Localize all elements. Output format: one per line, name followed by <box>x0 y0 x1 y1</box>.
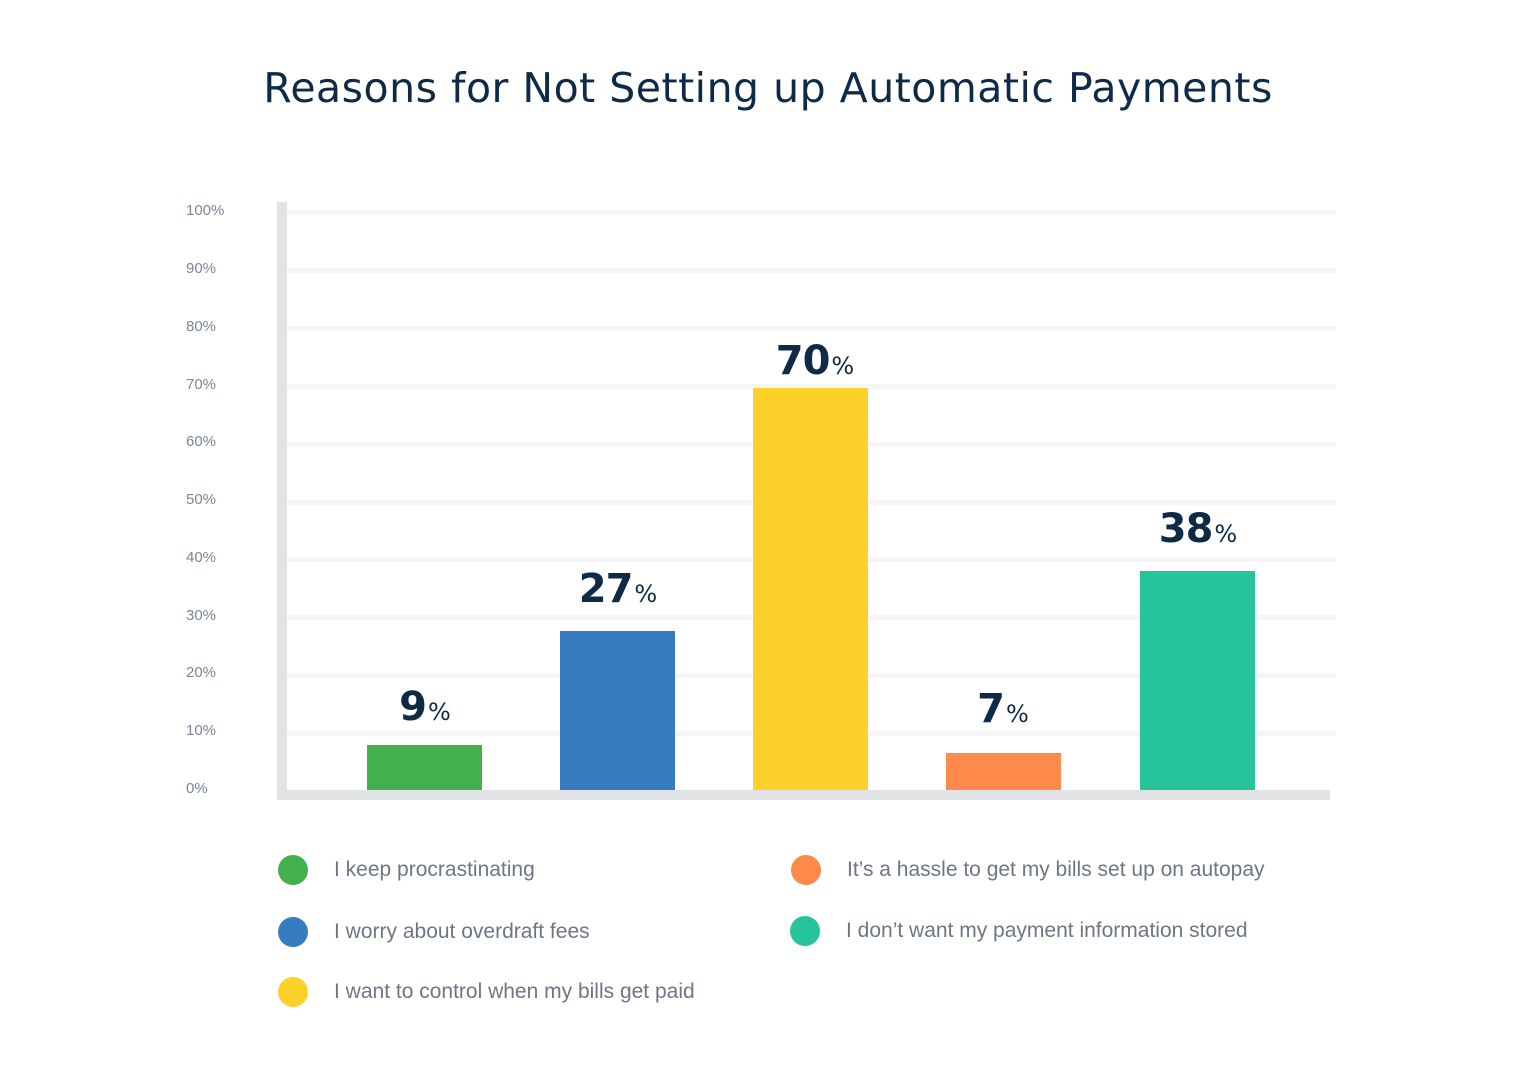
legend-dot-icon <box>278 855 308 885</box>
bar-value-percent: % <box>831 352 855 380</box>
bar-overdraft-fees <box>560 631 675 790</box>
y-tick-label: 40% <box>186 549 217 566</box>
y-tick-label: 80% <box>186 318 217 335</box>
gridline-90 <box>287 268 1336 273</box>
y-tick-label: 100% <box>186 202 225 219</box>
y-axis-line <box>277 202 287 800</box>
bar-value-percent: % <box>1006 700 1029 728</box>
y-tick-label: 0% <box>186 780 208 797</box>
x-axis-line <box>277 790 1330 800</box>
bar-autopay-hassle <box>946 753 1061 790</box>
bar-value-label: 9% <box>345 684 505 730</box>
bar-value-label: 70% <box>735 338 895 384</box>
legend-label: I worry about overdraft fees <box>334 920 590 943</box>
bar-value-percent: % <box>634 580 658 608</box>
chart-title: Reasons for Not Setting up Automatic Pay… <box>263 64 1273 112</box>
bar-value-number: 27 <box>578 566 634 612</box>
y-tick-label: 70% <box>186 376 217 393</box>
plot-area: 100% 90% 80% 70% 60% 50% 40% 30% 20% 10%… <box>186 202 1336 800</box>
y-tick-label: 50% <box>186 491 217 508</box>
legend-dot-icon <box>278 917 308 947</box>
bar-value-number: 9 <box>399 684 427 730</box>
bar-value-percent: % <box>428 698 451 726</box>
bar-control-payment-timing <box>753 388 868 790</box>
bar-value-label: 38% <box>1118 506 1278 552</box>
legend-label: It’s a hassle to get my bills set up on … <box>847 858 1265 881</box>
bar-value-percent: % <box>1214 520 1238 548</box>
legend-item-autopay-hassle: It’s a hassle to get my bills set up on … <box>791 855 1265 885</box>
legend-item-payment-info-stored: I don’t want my payment information stor… <box>790 916 1248 946</box>
legend-label: I keep procrastinating <box>334 858 535 881</box>
legend-item-procrastinating: I keep procrastinating <box>278 855 535 885</box>
gridline-80 <box>287 326 1336 331</box>
bar-value-label: 7% <box>923 686 1083 732</box>
y-tick-label: 30% <box>186 607 217 624</box>
legend-item-control-payment-timing: I want to control when my bills get paid <box>278 977 695 1007</box>
legend-dot-icon <box>790 916 820 946</box>
y-tick-label: 10% <box>186 722 217 739</box>
y-tick-label: 90% <box>186 260 217 277</box>
gridline-100 <box>287 210 1336 215</box>
bar-value-number: 38 <box>1158 506 1214 552</box>
bar-value-label: 27% <box>538 566 698 612</box>
legend-dot-icon <box>791 855 821 885</box>
gridline-70 <box>287 384 1336 389</box>
legend-dot-icon <box>278 977 308 1007</box>
bar-procrastinating <box>367 745 482 790</box>
bar-value-number: 70 <box>775 338 831 384</box>
legend-label: I want to control when my bills get paid <box>334 980 695 1003</box>
legend-item-overdraft-fees: I worry about overdraft fees <box>278 917 590 947</box>
bar-payment-info-stored <box>1140 571 1255 790</box>
legend-label: I don’t want my payment information stor… <box>846 919 1248 942</box>
y-tick-label: 60% <box>186 433 217 450</box>
bar-value-number: 7 <box>977 686 1005 732</box>
y-tick-label: 20% <box>186 664 217 681</box>
